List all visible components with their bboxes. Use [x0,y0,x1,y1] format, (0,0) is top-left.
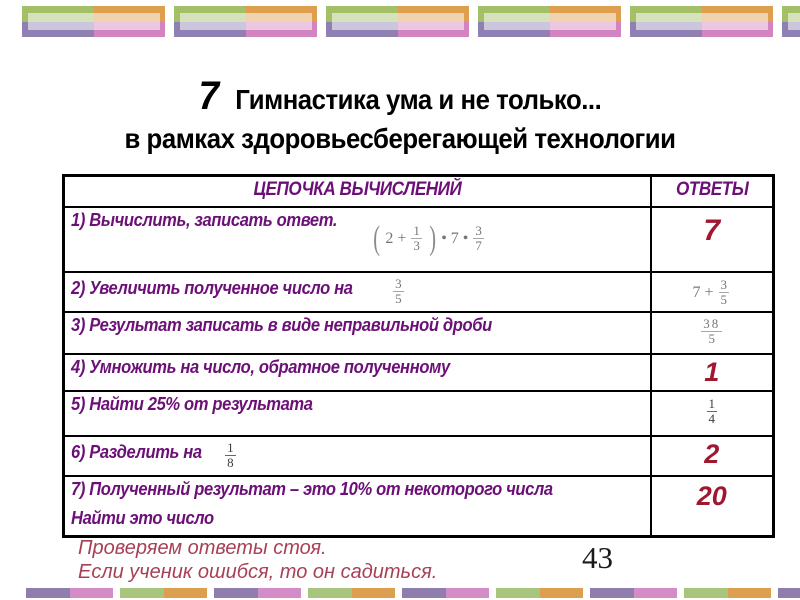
bottom-border-block [26,588,113,598]
note-line-1: Проверяем ответы стоя. [78,537,327,559]
bottom-border-block [778,588,800,598]
bottom-border-block [496,588,583,598]
bottom-border-block [590,588,677,598]
table-row: 4) Умножить на число, обратное полученно… [62,352,775,392]
answer-7: 20 [696,480,727,511]
expr1-mid: • 7 • [441,229,469,247]
header-answers-label: ОТВЕТЫ [675,179,749,200]
bottom-border-block [684,588,771,598]
slide-title: 7 Гимнастика ума и не только... в рамках … [32,74,768,155]
table-row: 1) Вычислить, записать ответ. (2 +1 3) • 7… [62,205,775,273]
task-cell-2: 2) Увеличить полученное число на 3 5 [62,270,652,313]
top-border-block [478,6,621,37]
header-answers-cell: ОТВЕТЫ [649,174,775,208]
task-text-1: 1) Вычислить, записать ответ. [71,209,338,230]
task-text-4: 4) Умножить на число, обратное полученно… [71,356,450,377]
top-border-block [630,6,773,37]
task-cell-6: 6) Разделить на 1 8 [62,434,652,477]
answer-cell-2: 7 +3 5 [649,270,775,313]
footer-notes: Проверяем ответы стоя. Если ученик ошибс… [78,536,437,584]
answer-cell-6: 2 [649,434,775,477]
header-tasks-cell: ЦЕПОЧКА ВЫЧИСЛЕНИЙ [62,174,652,208]
top-border-block [782,6,800,37]
task-cell-7: 7) Полученный результат – это 10% от нек… [62,474,652,538]
answer-1: 7 [703,213,721,247]
answer-cell-7: 20 [649,474,775,538]
title-number: 7 [198,74,219,118]
task-text-2: 2) Увеличить полученное число на [71,278,353,299]
answer-cell-3: 38 5 [649,310,775,355]
header-tasks-label: ЦЕПОЧКА ВЫЧИСЛЕНИЙ [253,179,462,200]
top-border-block [174,6,317,37]
table-row: 6) Разделить на 1 8 2 [62,434,775,477]
answer-2: 7 +3 5 [692,276,730,308]
page-number: 43 [582,540,613,575]
top-border-block [22,6,165,37]
table-row: 3) Результат записать в виде неправильно… [62,310,775,355]
bottom-border-block [402,588,489,598]
formula-row-1: (2 +1 3) • 7 • 3 7 [371,219,486,257]
title-text: Гимнастика ума и не только... [235,84,602,115]
bottom-border-block [308,588,395,598]
table-header-row: ЦЕПОЧКА ВЫЧИСЛЕНИЙ ОТВЕТЫ [62,174,775,208]
answer-cell-1: 7 [649,205,775,273]
left-paren: ( [373,219,381,257]
chain-table: ЦЕПОЧКА ВЫЧИСЛЕНИЙ ОТВЕТЫ 1) Вычислить, … [62,174,775,538]
task-text-3: 3) Результат записать в виде неправильно… [71,314,492,335]
top-border-block [326,6,469,37]
task-text-6: 6) Разделить на [71,442,202,463]
table-row: 7) Полученный результат – это 10% от нек… [62,474,775,538]
bottom-border-block [120,588,207,598]
task-cell-3: 3) Результат записать в виде неправильно… [62,310,652,355]
fraction-38-5: 38 5 [701,315,723,347]
title-line-2: в рамках здоровьесберегающей технологии [124,123,676,154]
note-line-2: Если ученик ошибся, то он садиться. [78,561,438,583]
task-text-7b: Найти это число [71,507,214,528]
answer-6: 2 [704,438,720,469]
title-line-1: 7 Гимнастика ума и не только... [32,74,768,119]
expr1-lead: 2 + [385,229,407,247]
bottom-border-block [214,588,301,598]
answer-4: 1 [704,356,720,387]
right-paren: ) [429,219,436,257]
table-row: 2) Увеличить полученное число на 3 5 7 +3 5 [62,270,775,313]
task-cell-5: 5) Найти 25% от результата [62,389,652,437]
task-cell-1: 1) Вычислить, записать ответ. (2 +1 3) • 7… [62,205,652,273]
task-cell-4: 4) Умножить на число, обратное полученно… [62,352,652,392]
task-text-7a: 7) Полученный результат – это 10% от нек… [71,478,553,499]
task-text-5: 5) Найти 25% от результата [71,393,313,414]
answer-cell-4: 1 [649,352,775,392]
